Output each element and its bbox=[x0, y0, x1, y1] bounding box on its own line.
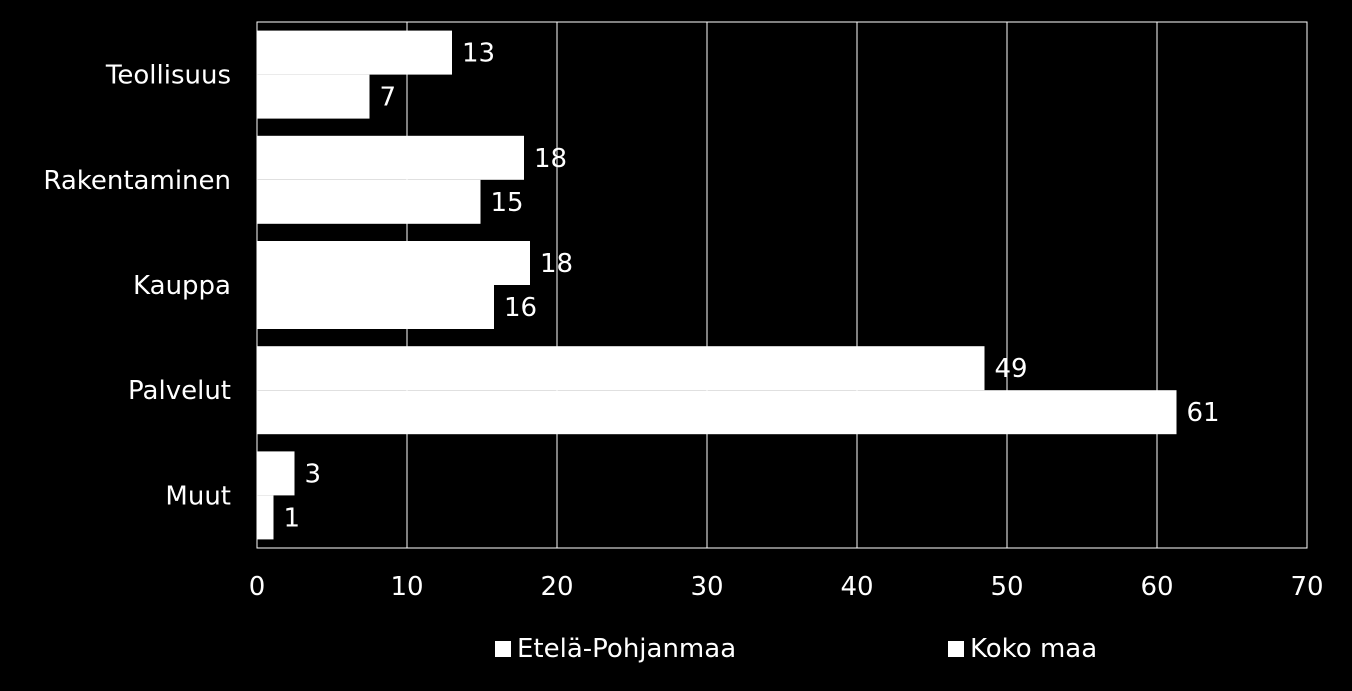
x-tick-label: 50 bbox=[990, 572, 1023, 602]
bar bbox=[257, 135, 524, 180]
category-label: Teollisuus bbox=[105, 61, 231, 91]
x-tick-label: 10 bbox=[390, 572, 423, 602]
bar bbox=[257, 74, 370, 119]
plot-frame bbox=[256, 21, 1308, 549]
x-tick-label: 60 bbox=[1140, 572, 1173, 602]
data-label: 16 bbox=[504, 293, 537, 323]
legend-swatch-icon bbox=[495, 641, 511, 657]
x-tick-label: 0 bbox=[249, 572, 266, 602]
data-label: 3 bbox=[305, 459, 322, 489]
bars bbox=[257, 30, 1177, 540]
bar bbox=[257, 390, 1177, 435]
x-tick-label: 20 bbox=[540, 572, 573, 602]
data-label: 15 bbox=[491, 188, 524, 218]
data-label: 61 bbox=[1187, 398, 1220, 428]
x-tick-labels: 0 10 20 30 40 50 60 70 bbox=[249, 572, 1324, 602]
legend: Etelä-Pohjanmaa Koko maa bbox=[0, 634, 1352, 666]
legend-swatch-icon bbox=[948, 641, 964, 657]
bar bbox=[257, 241, 530, 285]
legend-label: Etelä-Pohjanmaa bbox=[517, 634, 737, 664]
legend-item-koko-maa: Koko maa bbox=[948, 634, 1097, 664]
category-label: Rakentaminen bbox=[43, 166, 231, 196]
category-label: Kauppa bbox=[133, 271, 231, 301]
legend-item-etela-pohjanmaa: Etelä-Pohjanmaa bbox=[495, 634, 736, 664]
bar bbox=[257, 285, 494, 329]
grid-lines bbox=[406, 22, 1158, 548]
x-tick-label: 70 bbox=[1290, 572, 1323, 602]
data-label: 1 bbox=[284, 503, 301, 533]
data-label: 49 bbox=[995, 354, 1028, 384]
data-label: 7 bbox=[380, 83, 397, 113]
bar bbox=[257, 179, 481, 224]
category-labels: Teollisuus Rakentaminen Kauppa Palvelut Muut bbox=[43, 61, 231, 512]
legend-label: Koko maa bbox=[970, 634, 1098, 664]
category-label: Palvelut bbox=[128, 376, 231, 406]
data-label: 18 bbox=[534, 144, 567, 174]
bar bbox=[257, 30, 452, 75]
bar bbox=[257, 346, 985, 391]
bar bbox=[257, 495, 274, 540]
data-label: 13 bbox=[462, 39, 495, 69]
x-tick-label: 40 bbox=[840, 572, 873, 602]
category-label: Muut bbox=[165, 481, 231, 511]
x-tick-label: 30 bbox=[690, 572, 723, 602]
data-label: 18 bbox=[540, 249, 573, 279]
bar bbox=[257, 451, 295, 496]
